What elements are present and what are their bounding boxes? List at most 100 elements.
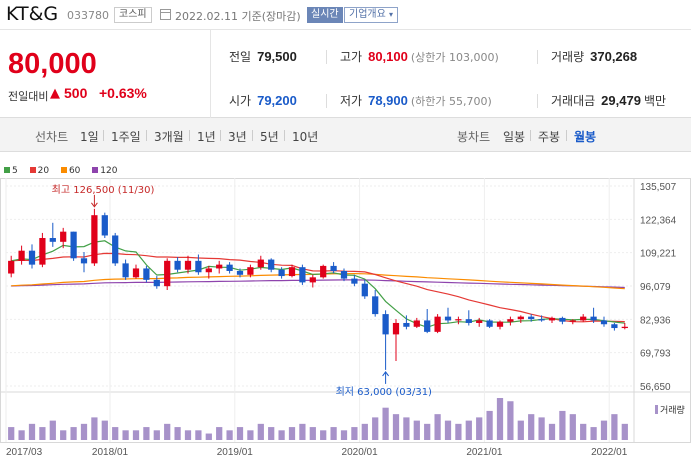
volume-bar <box>153 430 160 440</box>
candle-body <box>299 267 306 283</box>
candle-body <box>382 314 389 335</box>
open-value: 79,200 <box>257 93 297 108</box>
separator <box>189 130 190 141</box>
volume-value: 370,268 <box>590 49 638 64</box>
volume-bar <box>559 410 566 440</box>
prev-close: 전일 79,500 <box>229 48 297 65</box>
candle-body <box>434 316 441 332</box>
tab-weekly[interactable]: 주봉 <box>538 130 561 144</box>
low-price: 저가 78,900 (하한가 55,700) <box>340 92 492 109</box>
candle-body <box>590 316 597 321</box>
tab-3m[interactable]: 3개월 <box>154 130 184 144</box>
candle-body <box>226 264 233 271</box>
tab-3y[interactable]: 3년 <box>228 130 247 144</box>
chart-tabs: 선차트 1일 1주일 3개월 1년 3년 5년 10년 봉차트 일봉 주봉 월봉 <box>0 118 691 152</box>
volume-bar <box>80 423 88 440</box>
y-tick-label: 122,364 <box>640 215 677 226</box>
tab-daily[interactable]: 일봉 <box>503 130 526 144</box>
candle-body <box>18 250 25 261</box>
volume-bar <box>174 427 181 440</box>
volume-bar <box>101 420 108 440</box>
volume-bar <box>268 427 275 440</box>
tab-5y[interactable]: 5년 <box>260 130 279 144</box>
volume-bar <box>486 410 493 440</box>
volume-bar <box>569 414 576 440</box>
volume-bar <box>434 414 441 440</box>
candle-body <box>611 324 618 329</box>
stock-header: KT&G 033780 코스피 2022.02.11 기준(장마감) 실시간 기… <box>0 0 691 30</box>
candle-body <box>455 319 462 321</box>
volume-bar <box>351 427 358 440</box>
high-price: 고가 80,100 (상한가 103,000) <box>340 48 499 65</box>
candle-body <box>600 320 608 325</box>
realtime-button[interactable]: 실시간 <box>307 7 343 23</box>
high-value: 80,100 <box>368 49 408 64</box>
volume-bar <box>60 430 67 440</box>
volume-bar <box>226 430 233 440</box>
amount-unit: 백만 <box>643 94 667 108</box>
volume-bar <box>91 417 98 440</box>
candle-body <box>309 277 316 283</box>
x-tick-label: 2017/03 <box>6 447 43 458</box>
candle-body <box>247 267 254 275</box>
candle-body <box>392 322 400 335</box>
candle-body <box>132 268 140 278</box>
candle-body <box>528 316 535 320</box>
candle-body <box>278 269 285 277</box>
candle-body <box>340 270 348 279</box>
separator <box>103 130 104 141</box>
legend-ma120: 120 <box>92 166 117 176</box>
candle-body <box>268 259 275 270</box>
tab-1w[interactable]: 1주일 <box>111 130 141 144</box>
low-annotation: 최저 63,000 (03/31) <box>336 386 432 398</box>
volume-bar <box>49 420 56 440</box>
candle-body <box>476 320 483 323</box>
volume-bar <box>39 427 46 440</box>
low-label: 저가 <box>340 94 363 108</box>
change-value: 500 <box>64 85 88 101</box>
volume-bar <box>548 423 556 440</box>
volume-bar <box>70 427 77 440</box>
tab-1y[interactable]: 1년 <box>197 130 216 144</box>
quote-panel: 80,000 전일대비 ▲ 500 +0.63% 전일 79,500 고가 80,1… <box>0 30 691 118</box>
ma20-line <box>11 252 625 323</box>
volume-bar <box>372 417 379 440</box>
volume-bar <box>28 423 36 440</box>
candle-body <box>517 316 524 320</box>
volume-bar <box>320 430 327 440</box>
volume-bar <box>340 430 348 440</box>
volume-bar <box>444 420 452 440</box>
candle-chart-label: 봉차트 <box>457 130 491 144</box>
volume-bar <box>132 430 140 440</box>
volume-bar <box>476 417 483 440</box>
candle-body <box>351 278 358 284</box>
candle-body <box>216 264 223 269</box>
candle-body <box>465 319 472 323</box>
y-tick-label: 135,507 <box>640 182 677 193</box>
volume-bar <box>507 401 514 440</box>
company-info-label: 기업개요 <box>349 9 386 20</box>
tab-10y[interactable]: 10년 <box>292 130 319 144</box>
candle-body <box>39 238 46 265</box>
candle-body <box>424 320 431 332</box>
tab-1d[interactable]: 1일 <box>80 130 99 144</box>
candle-body <box>288 267 296 277</box>
up-arrow-icon: ▲ <box>50 86 60 101</box>
up-arrow-icon <box>382 371 389 377</box>
tab-monthly[interactable]: 월봉 <box>574 130 597 144</box>
volume-bar <box>538 417 545 440</box>
volume-bar <box>517 420 524 440</box>
line-chart-label: 선차트 <box>35 130 69 144</box>
market-badge: 코스피 <box>114 7 152 23</box>
volume-bar <box>465 420 472 440</box>
amount-value: 29,479 <box>601 93 641 108</box>
candle-body <box>91 215 98 264</box>
volume-bar <box>257 423 264 440</box>
volume-bar <box>236 427 244 440</box>
chart-legend: 5 20 60 120 <box>4 166 126 176</box>
company-info-dropdown[interactable]: 기업개요 ▾ <box>344 7 399 23</box>
volume-bar <box>424 423 431 440</box>
lower-limit: (하한가 55,700) <box>410 95 492 108</box>
volume-bar <box>184 430 192 440</box>
candle-body <box>8 260 15 274</box>
